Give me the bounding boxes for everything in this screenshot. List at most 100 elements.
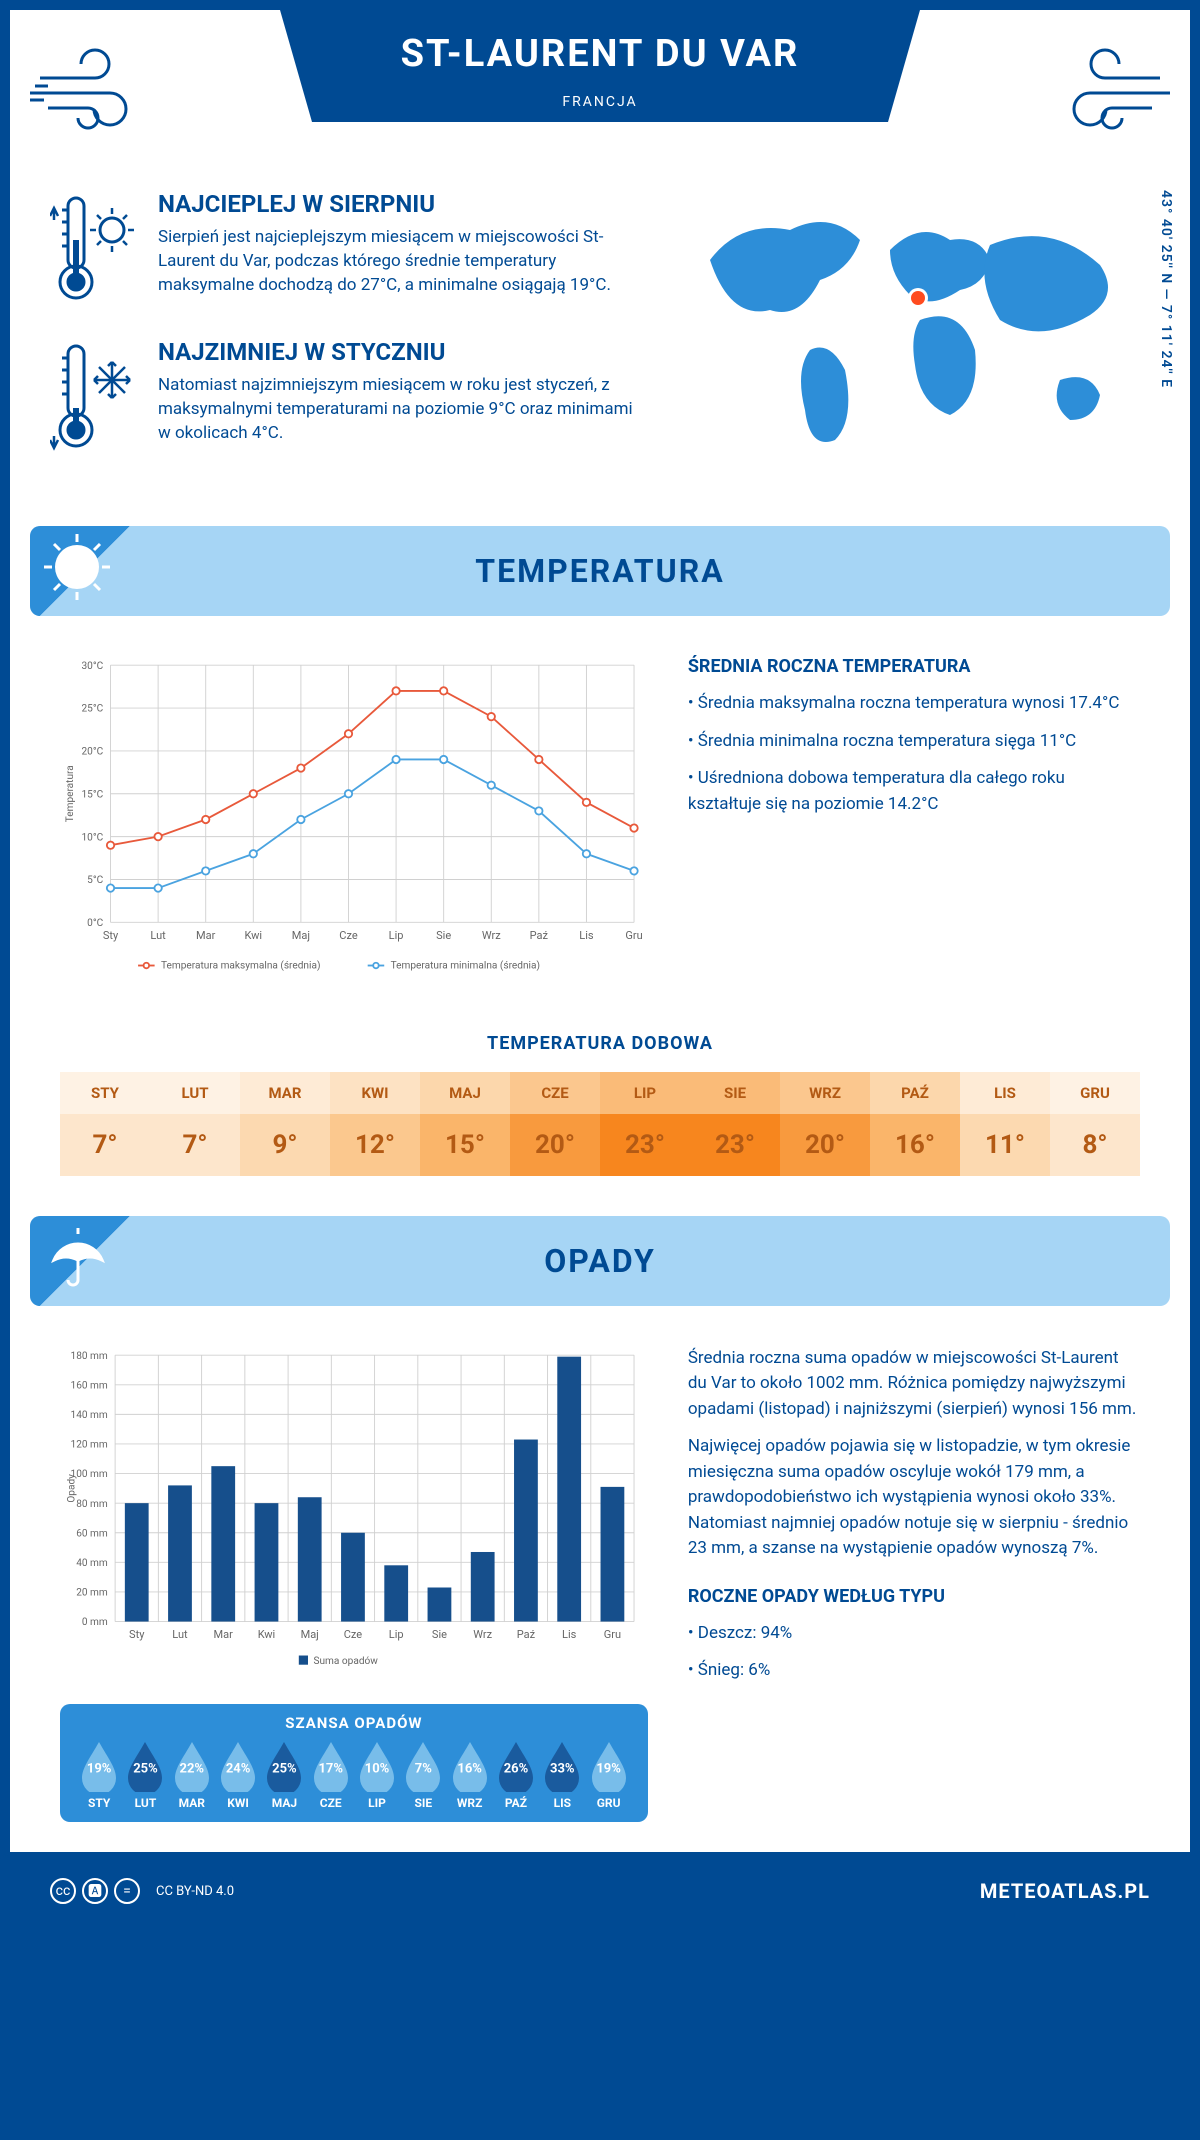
thermometer-sun-icon [50,190,140,314]
daily-temp-cell: LIP 23° [600,1072,690,1176]
thermometer-snow-icon [50,338,140,462]
temp-bullet: Uśredniona dobowa temperatura dla całego… [688,766,1140,817]
svg-text:Lip: Lip [389,929,404,942]
svg-text:Lip: Lip [389,1628,404,1641]
svg-text:0 mm: 0 mm [82,1617,108,1628]
daily-temp-cell: MAJ 15° [420,1072,510,1176]
chance-drop: 33%LIS [539,1740,585,1810]
svg-text:Sie: Sie [436,929,451,942]
svg-text:Lis: Lis [579,929,594,942]
daily-temp-table: STY 7°LUT 7°MAR 9°KWI 12°MAJ 15°CZE 20°L… [60,1072,1140,1176]
svg-text:Cze: Cze [339,929,358,942]
temperature-heading: TEMPERATURA [475,552,724,590]
country-label: FRANCJA [360,94,840,110]
svg-text:Cze: Cze [344,1628,363,1641]
daily-temp-cell: MAR 9° [240,1072,330,1176]
svg-text:120 mm: 120 mm [71,1439,108,1450]
svg-text:5°C: 5°C [87,875,103,886]
svg-text:Wrz: Wrz [473,1628,492,1641]
coordinates: 43° 40' 25'' N — 7° 11' 24'' E [1158,190,1174,388]
title-banner: ST-LAURENT DU VAR FRANCJA [280,10,920,122]
sun-icon [30,526,140,616]
header: ST-LAURENT DU VAR FRANCJA [10,10,1190,190]
chance-drop: 17%CZE [308,1740,354,1810]
svg-text:Opady: Opady [67,1473,78,1502]
precip-type-item: Deszcz: 94% [688,1621,1140,1647]
warmest-title: NAJCIEPLEJ W SIERPNIU [158,190,640,218]
temperature-line-chart: 0°C5°C10°C15°C20°C25°C30°CStyLutMarKwiMa… [60,656,648,987]
license-block: cc 🅰 = CC BY-ND 4.0 [50,1878,234,1904]
svg-text:10°C: 10°C [81,832,103,843]
world-map: 43° 40' 25'' N — 7° 11' 24'' E [670,190,1150,486]
daily-temp-cell: WRZ 20° [780,1072,870,1176]
svg-text:Lut: Lut [150,929,166,942]
page-title: ST-LAURENT DU VAR [360,32,840,76]
daily-temp-cell: LUT 7° [150,1072,240,1176]
wind-icon-left [30,38,170,138]
svg-text:Temperatura maksymalna (średni: Temperatura maksymalna (średnia) [161,959,320,971]
svg-text:Gru: Gru [604,1628,621,1641]
daily-temp-cell: CZE 20° [510,1072,600,1176]
chance-drop: 26%PAŹ [493,1740,539,1810]
precip-heading: OPADY [544,1242,656,1280]
precip-header: OPADY [30,1216,1170,1306]
svg-text:Maj: Maj [292,929,310,942]
license-text: CC BY-ND 4.0 [156,1884,234,1899]
warmest-block: NAJCIEPLEJ W SIERPNIU Sierpień jest najc… [50,190,640,314]
chance-drop: 24%KWI [215,1740,261,1810]
svg-text:140 mm: 140 mm [71,1410,108,1421]
chance-drop: 19%STY [76,1740,122,1810]
precip-bar-chart: 0 mm20 mm40 mm60 mm80 mm100 mm120 mm140 … [60,1346,648,1677]
svg-text:80 mm: 80 mm [76,1498,108,1509]
svg-text:Mar: Mar [196,929,216,942]
chance-grid: SZANSA OPADÓW 19%STY25%LUT22%MAR24%KWI25… [60,1704,648,1822]
svg-text:Sty: Sty [129,1628,145,1641]
svg-text:25°C: 25°C [81,704,103,715]
chance-drop: 25%MAJ [261,1740,307,1810]
svg-text:Sty: Sty [103,929,119,942]
location-marker [911,291,925,305]
svg-text:Suma opadów: Suma opadów [314,1655,379,1666]
by-icon: 🅰 [82,1878,108,1904]
svg-text:30°C: 30°C [81,661,103,672]
daily-temp-cell: GRU 8° [1050,1072,1140,1176]
precip-para1: Średnia roczna suma opadów w miejscowośc… [688,1346,1140,1423]
chance-drop: 7%SIE [400,1740,446,1810]
precip-types: Deszcz: 94% Śnieg: 6% [688,1621,1140,1684]
daily-temp-cell: KWI 12° [330,1072,420,1176]
svg-text:Gru: Gru [625,929,642,942]
daily-temp-cell: LIS 11° [960,1072,1050,1176]
daily-temp-cell: SIE 23° [690,1072,780,1176]
chance-drop: 25%LUT [122,1740,168,1810]
coldest-text: Natomiast najzimniejszym miesiącem w rok… [158,374,640,445]
svg-text:20 mm: 20 mm [76,1587,108,1598]
svg-text:Temperatura minimalna (średnia: Temperatura minimalna (średnia) [391,959,540,971]
svg-text:Maj: Maj [301,1628,319,1641]
svg-text:Temperatura: Temperatura [65,765,76,822]
cc-icon: cc [50,1878,76,1904]
precip-type-item: Śnieg: 6% [688,1658,1140,1684]
precip-type-heading: ROCZNE OPADY WEDŁUG TYPU [688,1586,1140,1607]
svg-text:Kwi: Kwi [258,1628,276,1641]
daily-temp-heading: TEMPERATURA DOBOWA [10,1033,1190,1054]
footer: cc 🅰 = CC BY-ND 4.0 METEOATLAS.PL [10,1862,1190,1920]
svg-text:Wrz: Wrz [482,929,501,942]
svg-text:Lut: Lut [172,1628,188,1641]
site-name: METEOATLAS.PL [980,1879,1150,1903]
warmest-text: Sierpień jest najcieplejszym miesiącem w… [158,226,640,297]
chance-drop: 10%LIP [354,1740,400,1810]
svg-text:180 mm: 180 mm [71,1350,108,1361]
svg-text:0°C: 0°C [87,918,103,929]
svg-text:Paź: Paź [530,929,549,942]
svg-text:20°C: 20°C [81,747,103,758]
svg-text:Sie: Sie [432,1628,447,1641]
svg-text:160 mm: 160 mm [71,1380,108,1391]
svg-text:Kwi: Kwi [245,929,263,942]
chance-heading: SZANSA OPADÓW [76,1714,632,1732]
svg-text:40 mm: 40 mm [76,1558,108,1569]
coldest-block: NAJZIMNIEJ W STYCZNIU Natomiast najzimni… [50,338,640,462]
wind-icon-right [1030,38,1170,138]
avg-temp-heading: ŚREDNIA ROCZNA TEMPERATURA [688,656,1140,677]
svg-text:Lis: Lis [562,1628,577,1641]
svg-text:60 mm: 60 mm [76,1528,108,1539]
